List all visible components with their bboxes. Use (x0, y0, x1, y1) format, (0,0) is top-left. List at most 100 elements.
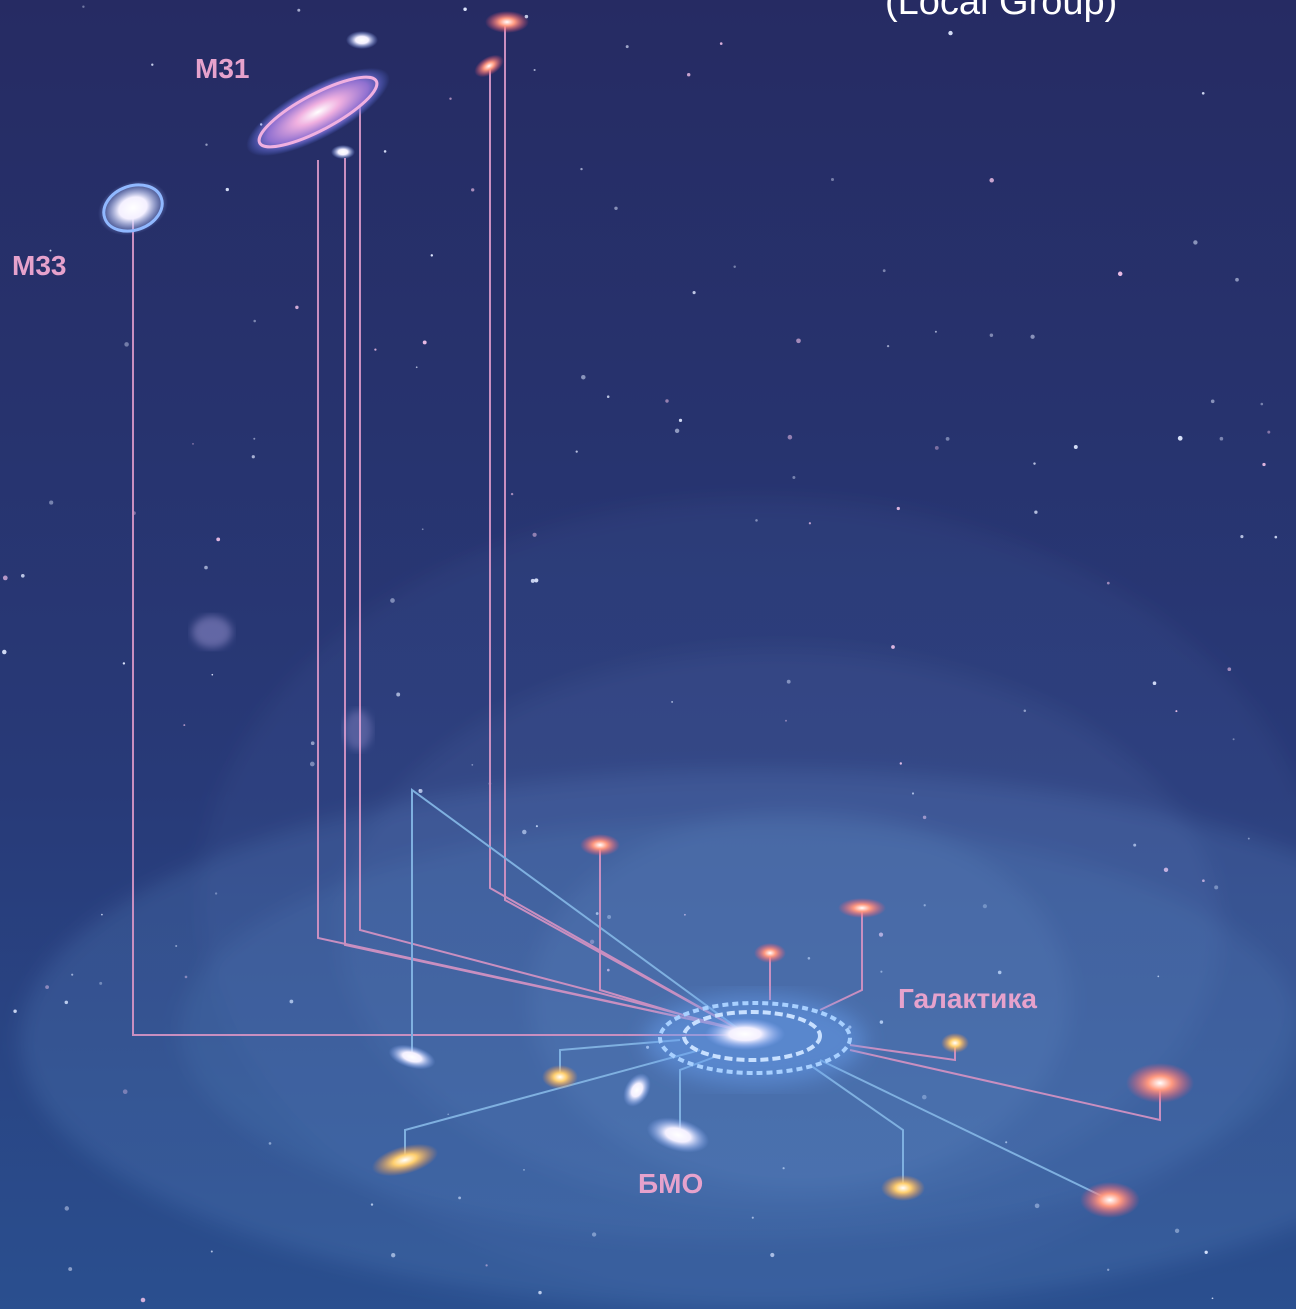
star (297, 8, 301, 12)
m33 (98, 180, 168, 236)
spiral-arm (682, 1010, 822, 1062)
connector (819, 908, 863, 1011)
connector (344, 158, 741, 1031)
star (216, 537, 221, 542)
star (211, 673, 214, 676)
star (383, 150, 387, 153)
satellite (371, 1143, 439, 1177)
satellite (331, 145, 355, 159)
star (205, 143, 208, 146)
star (733, 265, 736, 269)
star (1240, 535, 1244, 539)
star (934, 445, 939, 450)
star (830, 177, 835, 182)
satellite (474, 54, 504, 78)
star (796, 338, 801, 344)
satellite (754, 943, 786, 963)
satellite (623, 1073, 651, 1107)
star (49, 249, 52, 252)
star (101, 913, 103, 916)
star (374, 348, 377, 351)
star (580, 167, 583, 171)
star (449, 97, 452, 100)
satellite (941, 1033, 969, 1053)
star (124, 342, 129, 347)
star (787, 434, 793, 440)
star (183, 724, 186, 727)
satellite (838, 898, 886, 918)
star (421, 528, 424, 531)
connector (819, 1059, 1111, 1201)
spiral-arm (658, 1001, 852, 1075)
star (1177, 435, 1183, 441)
star (948, 30, 953, 36)
star (2, 575, 8, 581)
star (1219, 436, 1224, 441)
star (251, 455, 255, 459)
star (49, 500, 54, 505)
star (210, 1250, 213, 1253)
star (674, 428, 680, 434)
star (463, 7, 467, 12)
star (20, 573, 25, 578)
satellites (192, 11, 1194, 1218)
galaxy-core (705, 1018, 785, 1050)
connector (489, 68, 741, 1031)
satellite (192, 616, 232, 648)
star (1260, 402, 1264, 406)
star (415, 366, 418, 369)
star (1034, 510, 1038, 514)
star (204, 565, 208, 570)
label-m31: M31 (195, 53, 249, 84)
satellite (346, 31, 378, 49)
connector (504, 25, 741, 1031)
satellite (344, 710, 372, 750)
star (678, 418, 683, 423)
star (581, 374, 586, 380)
star (692, 291, 696, 295)
star (82, 5, 85, 8)
lmc (646, 1117, 710, 1153)
star (882, 269, 886, 273)
star (945, 437, 950, 441)
star (886, 344, 890, 348)
star (1030, 334, 1035, 339)
label-m33: M33 (12, 250, 66, 281)
star (295, 305, 299, 310)
satellite (1126, 1063, 1194, 1103)
star (989, 333, 994, 337)
star (253, 437, 256, 440)
star (1274, 535, 1278, 539)
connector (359, 92, 741, 1031)
star (192, 443, 194, 445)
star (1201, 91, 1205, 95)
star (1211, 1297, 1214, 1300)
star (533, 68, 536, 72)
star (510, 492, 514, 496)
star (1117, 271, 1123, 277)
satellite (580, 834, 620, 856)
star (665, 399, 669, 403)
star (422, 340, 427, 345)
star (606, 395, 610, 398)
star (625, 45, 629, 49)
star (575, 450, 578, 453)
satellite (485, 11, 529, 33)
star (1033, 462, 1036, 465)
star (1267, 430, 1271, 434)
connectors (132, 25, 1161, 1201)
milky-way (645, 995, 865, 1085)
connector (809, 1064, 904, 1188)
star (1106, 581, 1110, 585)
star (934, 330, 937, 333)
star (1210, 399, 1215, 404)
connector (599, 845, 701, 1021)
star (253, 319, 256, 323)
satellite (881, 1175, 925, 1201)
star (13, 1009, 17, 1013)
title: (Local Group) (885, 0, 1117, 23)
m33-arm (102, 183, 164, 233)
star (1193, 240, 1198, 245)
